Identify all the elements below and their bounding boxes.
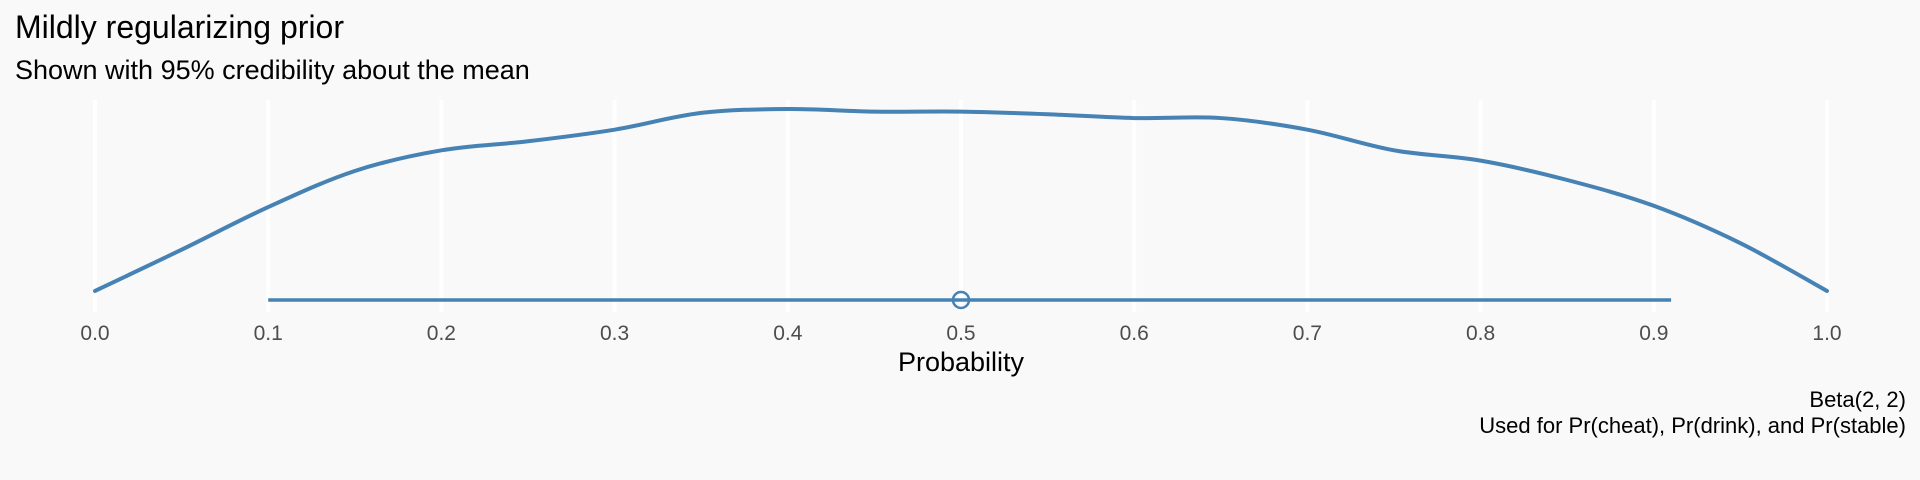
- x-tick-label-0.3: 0.3: [600, 322, 629, 345]
- chart-marks: [93, 107, 1829, 310]
- caption: Beta(2, 2) Used for Pr(cheat), Pr(drink)…: [1479, 387, 1906, 439]
- x-tick-label-0.6: 0.6: [1120, 322, 1149, 345]
- x-tick-label-0.2: 0.2: [427, 322, 456, 345]
- x-tick-label-0.4: 0.4: [773, 322, 803, 345]
- x-tick-label-0.0: 0.0: [80, 322, 109, 345]
- x-tick-label-0.9: 0.9: [1639, 322, 1668, 345]
- x-tick-label-1.0: 1.0: [1812, 322, 1841, 345]
- chart-subtitle: Shown with 95% credibility about the mea…: [15, 55, 530, 85]
- caption-line-usage: Used for Pr(cheat), Pr(drink), and Pr(st…: [1479, 413, 1906, 438]
- x-axis-title: Probability: [898, 347, 1025, 377]
- x-tick-label-0.7: 0.7: [1293, 322, 1322, 345]
- caption-line-distribution: Beta(2, 2): [1809, 387, 1906, 412]
- x-tick-label-0.1: 0.1: [254, 322, 283, 345]
- chart-title: Mildly regularizing prior: [15, 9, 344, 45]
- x-axis-ticks: 0.0 0.1 0.2 0.3 0.4 0.5 0.6 0.7 0.8 0.9 1.0: [80, 322, 1841, 345]
- density-curve: [93, 107, 1829, 293]
- mean-point: [951, 290, 971, 310]
- gridlines: [93, 100, 1829, 312]
- x-tick-label-0.5: 0.5: [946, 322, 975, 345]
- x-tick-label-0.8: 0.8: [1466, 322, 1495, 345]
